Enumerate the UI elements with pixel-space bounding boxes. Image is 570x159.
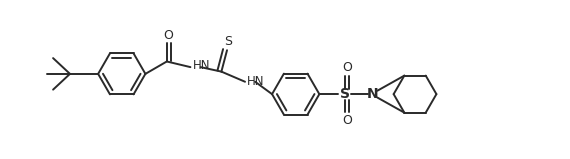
Text: HN: HN (247, 75, 265, 88)
Text: S: S (224, 35, 232, 48)
Text: N: N (367, 87, 378, 101)
Text: S: S (340, 87, 349, 101)
Text: O: O (342, 114, 352, 127)
Text: O: O (164, 29, 173, 42)
Text: O: O (342, 61, 352, 74)
Text: HN: HN (193, 59, 210, 73)
